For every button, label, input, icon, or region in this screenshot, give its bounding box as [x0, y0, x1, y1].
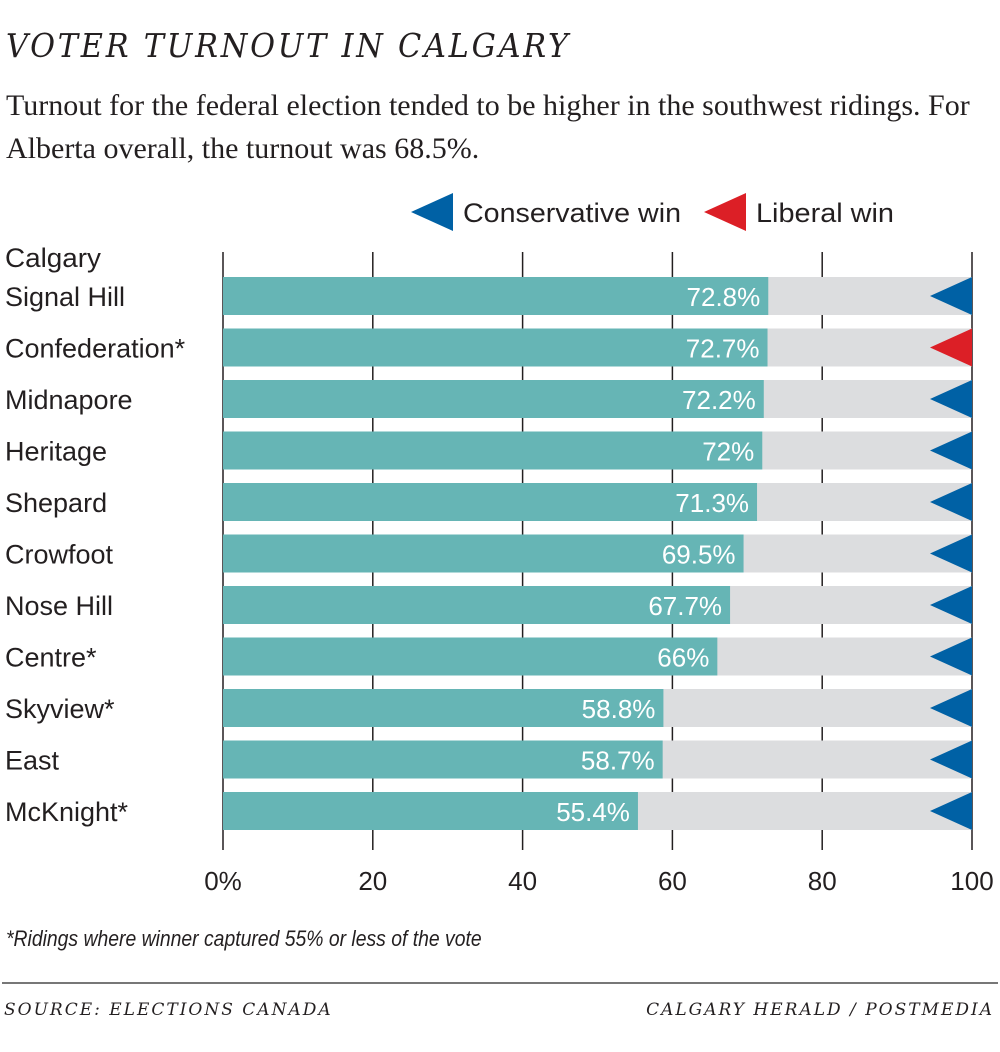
x-tick-label: 80 — [808, 866, 837, 896]
bar-chart: Conservative win Liberal win Calgary 72.8% S… — [5, 193, 994, 896]
category-label: Midnapore — [5, 385, 133, 415]
credit: CALGARY HERALD / POSTMEDIA — [646, 1000, 994, 1020]
bar — [223, 431, 763, 470]
legend-liberal-label: Liberal win — [756, 198, 894, 228]
data-label: 55.4% — [556, 797, 630, 827]
x-tick-label: 40 — [508, 866, 537, 896]
category-label: Shepard — [5, 488, 107, 518]
x-tick-label: 100 — [950, 866, 993, 896]
data-label: 67.7% — [648, 591, 722, 621]
bar — [223, 637, 718, 676]
category-label: McKnight* — [5, 797, 129, 827]
x-tick-label: 60 — [658, 866, 687, 896]
bar — [223, 277, 769, 315]
category-label: Signal Hill — [5, 282, 125, 312]
data-label: 58.8% — [582, 694, 656, 724]
category-label: Crowfoot — [5, 540, 114, 570]
winner-marker-icon — [930, 380, 972, 418]
category-label: Skyview* — [5, 694, 115, 724]
bar — [223, 792, 638, 830]
category-label: East — [5, 746, 60, 776]
category-header: Calgary — [5, 243, 102, 273]
data-label: 58.7% — [581, 746, 655, 776]
category-label: Heritage — [5, 437, 107, 467]
category-label: Confederation* — [5, 334, 186, 364]
category-label: Centre* — [5, 643, 97, 673]
data-label: 66% — [657, 643, 709, 673]
winner-marker-icon — [930, 689, 972, 727]
legend-liberal-icon — [704, 193, 746, 231]
winner-marker-icon — [930, 534, 972, 573]
winner-marker-icon — [930, 431, 972, 470]
data-label: 69.5% — [662, 540, 736, 570]
winner-marker-icon — [930, 277, 972, 315]
winner-marker-icon — [930, 586, 972, 624]
winner-marker-icon — [930, 328, 972, 367]
legend-conservative-icon — [411, 193, 453, 231]
winner-marker-icon — [930, 740, 972, 779]
x-tick-label: 20 — [358, 866, 387, 896]
bar — [223, 689, 664, 727]
winner-marker-icon — [930, 792, 972, 830]
data-label: 72% — [702, 437, 754, 467]
bar — [223, 586, 731, 624]
chart-title: VOTER TURNOUT IN CALGARY — [6, 26, 571, 65]
bar — [223, 483, 758, 521]
footnote: *Ridings where winner captured 55% or le… — [6, 926, 482, 951]
winner-marker-icon — [930, 637, 972, 676]
bar — [223, 534, 744, 573]
data-label: 72.7% — [686, 334, 760, 364]
chart-subtitle: Turnout for the federal election tended … — [6, 89, 970, 165]
source: SOURCE: ELECTIONS CANADA — [4, 1000, 333, 1020]
category-label: Nose Hill — [5, 591, 113, 621]
winner-marker-icon — [930, 483, 972, 521]
data-label: 72.8% — [687, 282, 761, 312]
bar — [223, 328, 768, 367]
bar — [223, 380, 764, 418]
legend-conservative-label: Conservative win — [463, 198, 681, 228]
divider — [2, 982, 998, 984]
data-label: 71.3% — [675, 488, 749, 518]
x-tick-label: 0% — [204, 866, 242, 896]
bar — [223, 740, 663, 779]
data-label: 72.2% — [682, 385, 756, 415]
